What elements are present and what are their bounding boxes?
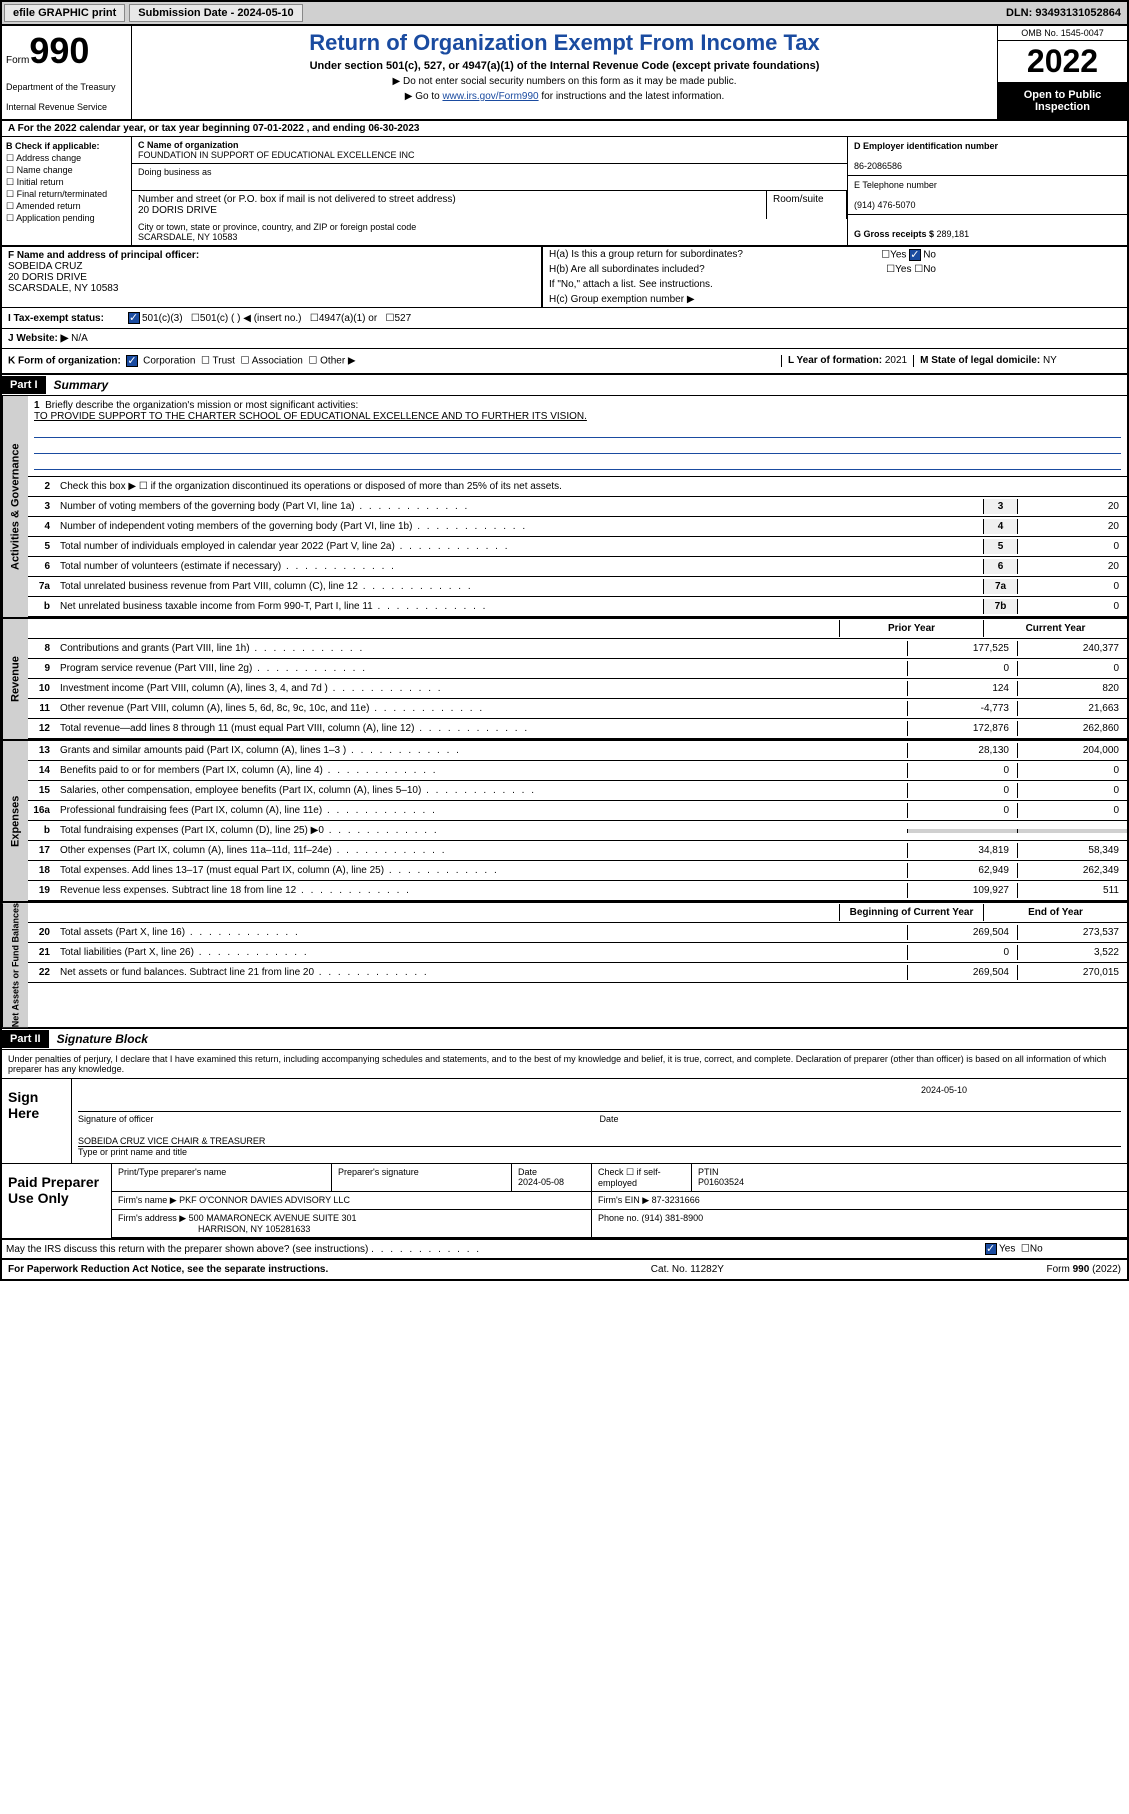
street-address: 20 DORIS DRIVE [138, 205, 217, 216]
corporation-checkbox[interactable] [126, 355, 138, 367]
cy-9: 0 [1017, 661, 1127, 676]
cy-8: 240,377 [1017, 641, 1127, 656]
form-subtitle: Under section 501(c), 527, or 4947(a)(1)… [136, 60, 993, 72]
cy-19: 511 [1017, 883, 1127, 898]
ein-value: 86-2086586 [854, 161, 902, 171]
sign-here-label: Sign Here [2, 1079, 72, 1163]
city-state-zip: SCARSDALE, NY 10583 [138, 232, 237, 242]
perjury-declaration: Under penalties of perjury, I declare th… [2, 1050, 1127, 1079]
cat-number: Cat. No. 11282Y [328, 1264, 1046, 1275]
value-4: 20 [1017, 519, 1127, 534]
firm-ein: 87-3231666 [652, 1195, 700, 1205]
discuss-yes-checkbox[interactable] [985, 1243, 997, 1255]
firm-address: 500 MAMARONECK AVENUE SUITE 301 [189, 1213, 357, 1223]
expenses-tab: Expenses [2, 741, 28, 901]
col-b-checkboxes: B Check if applicable: ☐ Address change … [2, 137, 132, 245]
paperwork-notice: For Paperwork Reduction Act Notice, see … [8, 1264, 328, 1275]
part1-header: Part I [2, 376, 46, 394]
top-toolbar: efile GRAPHIC print Submission Date - 20… [2, 2, 1127, 26]
py-22: 269,504 [907, 965, 1017, 980]
officer-name: SOBEIDA CRUZ [8, 261, 82, 272]
py-12: 172,876 [907, 721, 1017, 736]
py-14: 0 [907, 763, 1017, 778]
tax-year: 2022 [998, 41, 1127, 83]
form-number: 990 [29, 30, 89, 71]
telephone: (914) 476-5070 [854, 200, 916, 210]
goto-note: ▶ Go to www.irs.gov/Form990 for instruct… [136, 91, 993, 102]
cy-15: 0 [1017, 783, 1127, 798]
value-6: 20 [1017, 559, 1127, 574]
firm-phone: (914) 381-8900 [642, 1213, 704, 1223]
py-18: 62,949 [907, 863, 1017, 878]
cy-22: 270,015 [1017, 965, 1127, 980]
cy-11: 21,663 [1017, 701, 1127, 716]
cy-16a: 0 [1017, 803, 1127, 818]
form-footer: Form 990 (2022) [1047, 1264, 1121, 1275]
revenue-tab: Revenue [2, 619, 28, 739]
value-5: 0 [1017, 539, 1127, 554]
ptin-value: P01603524 [698, 1177, 744, 1187]
py-16a: 0 [907, 803, 1017, 818]
dln-label: DLN: 93493131052864 [1006, 7, 1127, 19]
preparer-date: 2024-05-08 [518, 1177, 564, 1187]
py-10: 124 [907, 681, 1017, 696]
value-7a: 0 [1017, 579, 1127, 594]
py-19: 109,927 [907, 883, 1017, 898]
efile-button[interactable]: efile GRAPHIC print [4, 4, 125, 22]
py-8: 177,525 [907, 641, 1017, 656]
ssn-note: ▶ Do not enter social security numbers o… [136, 76, 993, 87]
gross-receipts: 289,181 [937, 229, 970, 239]
form-label: Form [6, 55, 29, 66]
irs-label: Internal Revenue Service [6, 102, 127, 112]
py-21: 0 [907, 945, 1017, 960]
cy-21: 3,522 [1017, 945, 1127, 960]
py-20: 269,504 [907, 925, 1017, 940]
paid-preparer-label: Paid Preparer Use Only [2, 1164, 112, 1238]
py-11: -4,773 [907, 701, 1017, 716]
py-b [907, 829, 1017, 833]
activities-governance-tab: Activities & Governance [2, 396, 28, 617]
website-value: N/A [71, 333, 88, 344]
py-17: 34,819 [907, 843, 1017, 858]
part2-title: Signature Block [49, 1029, 156, 1049]
cy-12: 262,860 [1017, 721, 1127, 736]
state-domicile: NY [1043, 355, 1057, 366]
form-title: Return of Organization Exempt From Incom… [136, 30, 993, 56]
part2-header: Part II [2, 1030, 49, 1048]
firm-name: PKF O'CONNOR DAVIES ADVISORY LLC [179, 1195, 350, 1205]
irs-link[interactable]: www.irs.gov/Form990 [442, 91, 538, 102]
submission-date-button[interactable]: Submission Date - 2024-05-10 [129, 4, 302, 22]
cy-b [1017, 829, 1127, 833]
net-assets-tab: Net Assets or Fund Balances [2, 903, 28, 1027]
cy-10: 820 [1017, 681, 1127, 696]
cy-14: 0 [1017, 763, 1127, 778]
value-3: 20 [1017, 499, 1127, 514]
501c3-checkbox[interactable] [128, 312, 140, 324]
omb-number: OMB No. 1545-0047 [998, 26, 1127, 41]
py-9: 0 [907, 661, 1017, 676]
org-name: FOUNDATION IN SUPPORT OF EDUCATIONAL EXC… [138, 150, 415, 160]
mission-text: TO PROVIDE SUPPORT TO THE CHARTER SCHOOL… [34, 411, 587, 422]
py-15: 0 [907, 783, 1017, 798]
value-7b: 0 [1017, 599, 1127, 614]
row-a-tax-year: A For the 2022 calendar year, or tax yea… [2, 121, 1127, 137]
part1-title: Summary [46, 375, 117, 395]
inspection-label: Open to Public Inspection [998, 83, 1127, 119]
form-header: Form990 Department of the Treasury Inter… [2, 26, 1127, 121]
officer-sig-name: SOBEIDA CRUZ VICE CHAIR & TREASURER [78, 1136, 1121, 1146]
py-13: 28,130 [907, 743, 1017, 758]
cy-13: 204,000 [1017, 743, 1127, 758]
cy-18: 262,349 [1017, 863, 1127, 878]
dept-label: Department of the Treasury [6, 82, 127, 92]
sig-date: 2024-05-10 [921, 1085, 1121, 1095]
cy-17: 58,349 [1017, 843, 1127, 858]
cy-20: 273,537 [1017, 925, 1127, 940]
year-formation: 2021 [885, 355, 907, 366]
